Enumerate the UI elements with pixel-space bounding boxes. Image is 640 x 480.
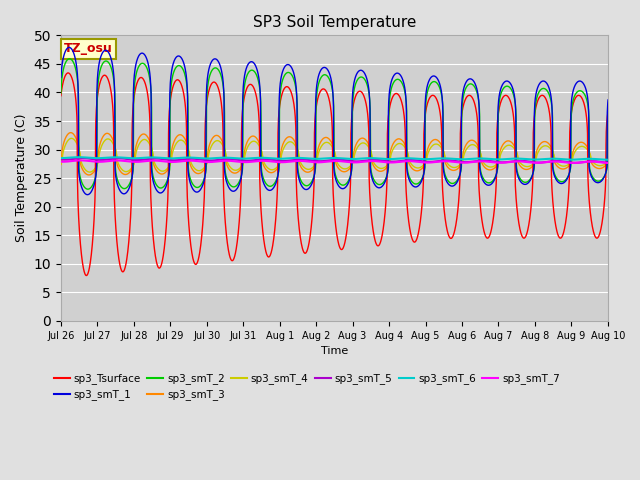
Line: sp3_smT_4: sp3_smT_4: [61, 138, 640, 172]
Legend: sp3_Tsurface, sp3_smT_1, sp3_smT_2, sp3_smT_3, sp3_smT_4, sp3_smT_5, sp3_smT_6, : sp3_Tsurface, sp3_smT_1, sp3_smT_2, sp3_…: [50, 369, 564, 405]
sp3_smT_2: [66, 56, 74, 61]
sp3_smT_5: [116, 156, 124, 161]
sp3_smT_5: [632, 159, 640, 165]
sp3_smT_1: [57, 74, 65, 80]
sp3_smT_3: [85, 172, 93, 178]
sp3_smT_2: [84, 186, 92, 192]
sp3_Tsurface: [388, 95, 396, 101]
sp3_smT_4: [632, 162, 640, 168]
sp3_smT_7: [529, 160, 536, 166]
sp3_smT_3: [529, 163, 537, 168]
sp3_smT_1: [65, 45, 73, 50]
sp3_smT_3: [57, 161, 65, 167]
sp3_smT_3: [242, 144, 250, 149]
sp3_smT_2: [529, 171, 537, 177]
sp3_smT_7: [57, 159, 65, 165]
sp3_smT_5: [562, 159, 570, 165]
sp3_smT_7: [562, 159, 570, 165]
Line: sp3_smT_2: sp3_smT_2: [61, 59, 640, 189]
sp3_smT_4: [57, 161, 65, 167]
sp3_smT_1: [529, 171, 537, 177]
sp3_smT_3: [116, 168, 124, 173]
sp3_Tsurface: [64, 70, 72, 76]
sp3_smT_7: [632, 159, 640, 165]
Text: TZ_osu: TZ_osu: [63, 42, 113, 56]
sp3_smT_4: [529, 161, 537, 167]
sp3_smT_2: [242, 77, 250, 83]
sp3_smT_7: [116, 157, 124, 163]
sp3_smT_6: [116, 155, 124, 160]
sp3_smT_3: [67, 130, 75, 135]
Line: sp3_smT_5: sp3_smT_5: [61, 158, 640, 163]
sp3_smT_1: [84, 192, 92, 198]
sp3_smT_6: [241, 156, 249, 161]
X-axis label: Time: Time: [321, 346, 348, 356]
sp3_smT_5: [57, 156, 65, 162]
Line: sp3_smT_1: sp3_smT_1: [61, 48, 640, 195]
sp3_smT_4: [562, 163, 570, 168]
sp3_smT_7: [77, 157, 84, 163]
sp3_smT_2: [57, 90, 65, 96]
sp3_Tsurface: [242, 89, 250, 95]
Line: sp3_Tsurface: sp3_Tsurface: [61, 73, 640, 276]
sp3_Tsurface: [116, 261, 124, 266]
sp3_Tsurface: [632, 230, 640, 236]
sp3_smT_4: [242, 150, 250, 156]
sp3_Tsurface: [562, 219, 570, 225]
Y-axis label: Soil Temperature (C): Soil Temperature (C): [15, 114, 28, 242]
sp3_smT_1: [388, 76, 396, 82]
sp3_Tsurface: [529, 177, 537, 182]
sp3_smT_6: [632, 156, 640, 162]
sp3_smT_1: [632, 179, 640, 184]
sp3_smT_5: [388, 159, 396, 165]
sp3_smT_2: [388, 83, 396, 88]
sp3_smT_6: [388, 156, 396, 162]
sp3_smT_3: [562, 166, 570, 171]
sp3_Tsurface: [57, 93, 65, 98]
sp3_smT_2: [632, 178, 640, 183]
sp3_Tsurface: [83, 273, 90, 278]
Line: sp3_smT_3: sp3_smT_3: [61, 132, 640, 175]
sp3_smT_6: [562, 156, 570, 162]
sp3_smT_6: [57, 155, 65, 161]
sp3_smT_2: [116, 182, 124, 188]
sp3_smT_6: [529, 156, 536, 162]
sp3_smT_3: [388, 143, 396, 149]
sp3_smT_4: [116, 164, 124, 169]
Line: sp3_smT_7: sp3_smT_7: [61, 160, 640, 163]
sp3_smT_5: [241, 158, 249, 164]
sp3_smT_5: [79, 155, 86, 161]
sp3_smT_1: [242, 68, 250, 74]
sp3_smT_3: [632, 165, 640, 171]
sp3_smT_2: [562, 177, 570, 183]
sp3_smT_7: [388, 159, 396, 165]
sp3_smT_7: [241, 159, 249, 165]
sp3_smT_6: [75, 154, 83, 160]
sp3_smT_1: [562, 178, 570, 184]
sp3_smT_1: [116, 187, 124, 193]
sp3_smT_4: [68, 135, 76, 141]
Line: sp3_smT_6: sp3_smT_6: [61, 157, 640, 160]
sp3_smT_5: [529, 159, 536, 165]
Title: SP3 Soil Temperature: SP3 Soil Temperature: [253, 15, 416, 30]
sp3_smT_4: [388, 148, 396, 154]
sp3_smT_4: [86, 169, 93, 175]
